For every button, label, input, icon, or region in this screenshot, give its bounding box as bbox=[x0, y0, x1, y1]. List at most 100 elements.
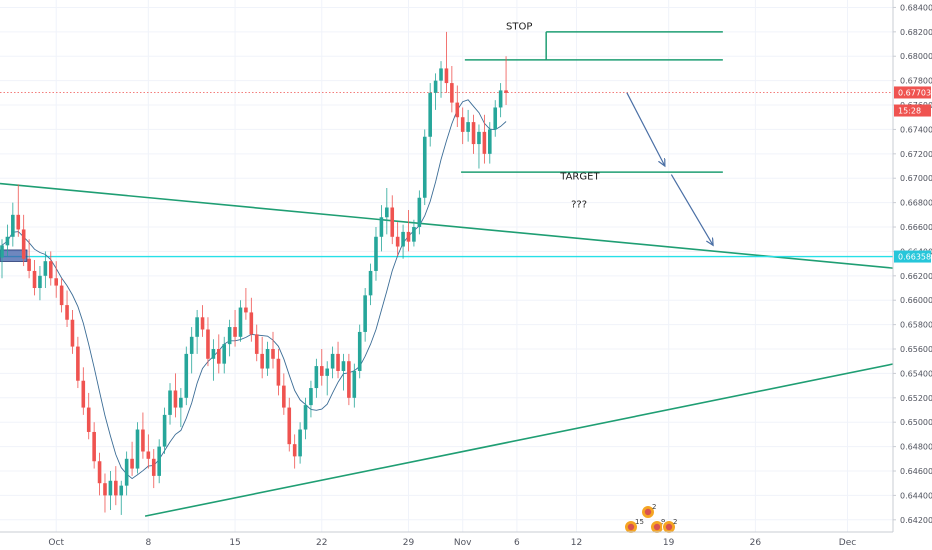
y-tick-label: 0.66800 bbox=[900, 199, 932, 208]
candle bbox=[412, 219, 416, 247]
flag-icon bbox=[653, 523, 661, 531]
y-tick-label: 0.66000 bbox=[900, 296, 932, 305]
candle-body bbox=[395, 236, 400, 247]
event-count: 15 bbox=[635, 518, 644, 526]
candle-body bbox=[303, 405, 308, 430]
event-marker[interactable]: 9 bbox=[650, 518, 666, 534]
price-badge-bg bbox=[894, 250, 931, 263]
candle-body bbox=[249, 312, 254, 335]
candle-body bbox=[173, 390, 178, 408]
candle-body bbox=[32, 270, 37, 289]
candle-body bbox=[103, 483, 107, 496]
candle-body bbox=[422, 136, 427, 198]
flag-icon bbox=[665, 523, 673, 531]
candle bbox=[43, 251, 48, 289]
candle-body bbox=[390, 207, 395, 237]
candle-body bbox=[482, 131, 487, 154]
candle bbox=[385, 187, 389, 235]
candle bbox=[460, 107, 465, 145]
candle-body bbox=[141, 429, 145, 452]
candle bbox=[330, 346, 335, 379]
x-tick-label: 15 bbox=[229, 538, 240, 548]
lower-trendline bbox=[144, 363, 894, 517]
candle bbox=[363, 288, 367, 342]
event-markers[interactable]: 15 92 2 bbox=[624, 503, 678, 534]
candle-body bbox=[38, 275, 42, 289]
candle bbox=[271, 331, 275, 369]
projection-arrows bbox=[626, 92, 713, 246]
candle bbox=[249, 297, 254, 342]
time-axis[interactable]: Oct 8 15 22 29 Nov 6 12 19 26 Dec bbox=[0, 531, 893, 548]
trendlines bbox=[0, 182, 894, 517]
price-axis[interactable]: 0.684000.682000.680000.678000.676000.674… bbox=[892, 0, 932, 532]
candle-body bbox=[477, 131, 481, 145]
candle-body bbox=[271, 349, 275, 359]
candle-body bbox=[401, 231, 405, 247]
candle-body bbox=[206, 329, 210, 359]
price-badge-bg bbox=[894, 104, 931, 117]
candle-body bbox=[265, 349, 270, 369]
candle-body bbox=[368, 270, 373, 296]
x-tick-label: 8 bbox=[145, 538, 151, 548]
candle bbox=[0, 239, 4, 279]
candle bbox=[282, 373, 286, 415]
candle-body bbox=[417, 197, 422, 228]
annotation-: ??? bbox=[571, 200, 587, 211]
candle bbox=[309, 380, 313, 418]
candle bbox=[81, 367, 86, 415]
candle-body bbox=[119, 485, 124, 496]
price-badge-label: 0.66358 bbox=[898, 253, 931, 262]
candle-body bbox=[54, 278, 58, 286]
candle-body bbox=[211, 349, 216, 359]
candle-body bbox=[363, 295, 367, 332]
candle bbox=[162, 407, 167, 454]
candle bbox=[184, 346, 189, 406]
candle bbox=[298, 422, 302, 464]
candle bbox=[498, 83, 503, 118]
arrow-beyond-target bbox=[670, 174, 713, 246]
y-tick-label: 0.64600 bbox=[900, 467, 932, 476]
candle-body bbox=[135, 429, 140, 469]
price-badges: 0.67703 15:28 0.66358 bbox=[894, 86, 931, 263]
event-marker[interactable]: 2 bbox=[641, 503, 657, 519]
candle bbox=[92, 422, 96, 469]
candle bbox=[347, 353, 351, 406]
candle-body bbox=[357, 331, 362, 371]
candle bbox=[114, 466, 118, 506]
candle-body bbox=[130, 458, 134, 469]
candle-body bbox=[108, 480, 113, 496]
candle-body bbox=[233, 327, 237, 337]
event-marker[interactable]: 2 bbox=[662, 518, 678, 534]
candle bbox=[48, 251, 53, 286]
x-tick-label: 29 bbox=[403, 538, 415, 548]
candle-body bbox=[48, 261, 53, 279]
candle bbox=[179, 388, 183, 428]
candle bbox=[352, 363, 357, 408]
moving-average bbox=[1, 99, 507, 480]
candle bbox=[357, 324, 362, 379]
chart-annotations: STOP TARGET??? bbox=[506, 21, 600, 210]
candle-body bbox=[450, 83, 454, 103]
candle bbox=[38, 266, 42, 301]
candle bbox=[422, 129, 427, 206]
event-marker[interactable]: 15 bbox=[624, 518, 644, 534]
candle bbox=[11, 202, 15, 247]
candle bbox=[341, 353, 346, 391]
candle bbox=[97, 452, 102, 496]
candle bbox=[406, 209, 411, 252]
candle bbox=[195, 309, 199, 354]
candle-body bbox=[151, 458, 156, 476]
candle bbox=[482, 114, 487, 164]
candle-body bbox=[179, 397, 183, 408]
candle-body bbox=[168, 390, 172, 415]
x-tick-label: 19 bbox=[663, 538, 675, 548]
y-tick-label: 0.65600 bbox=[900, 345, 932, 354]
candle-body bbox=[59, 285, 64, 306]
candle-body bbox=[314, 366, 319, 389]
y-tick-label: 0.66600 bbox=[900, 223, 932, 232]
y-tick-label: 0.64200 bbox=[900, 516, 932, 525]
candle bbox=[108, 471, 113, 511]
candle bbox=[260, 336, 264, 379]
candle-body bbox=[222, 344, 227, 364]
